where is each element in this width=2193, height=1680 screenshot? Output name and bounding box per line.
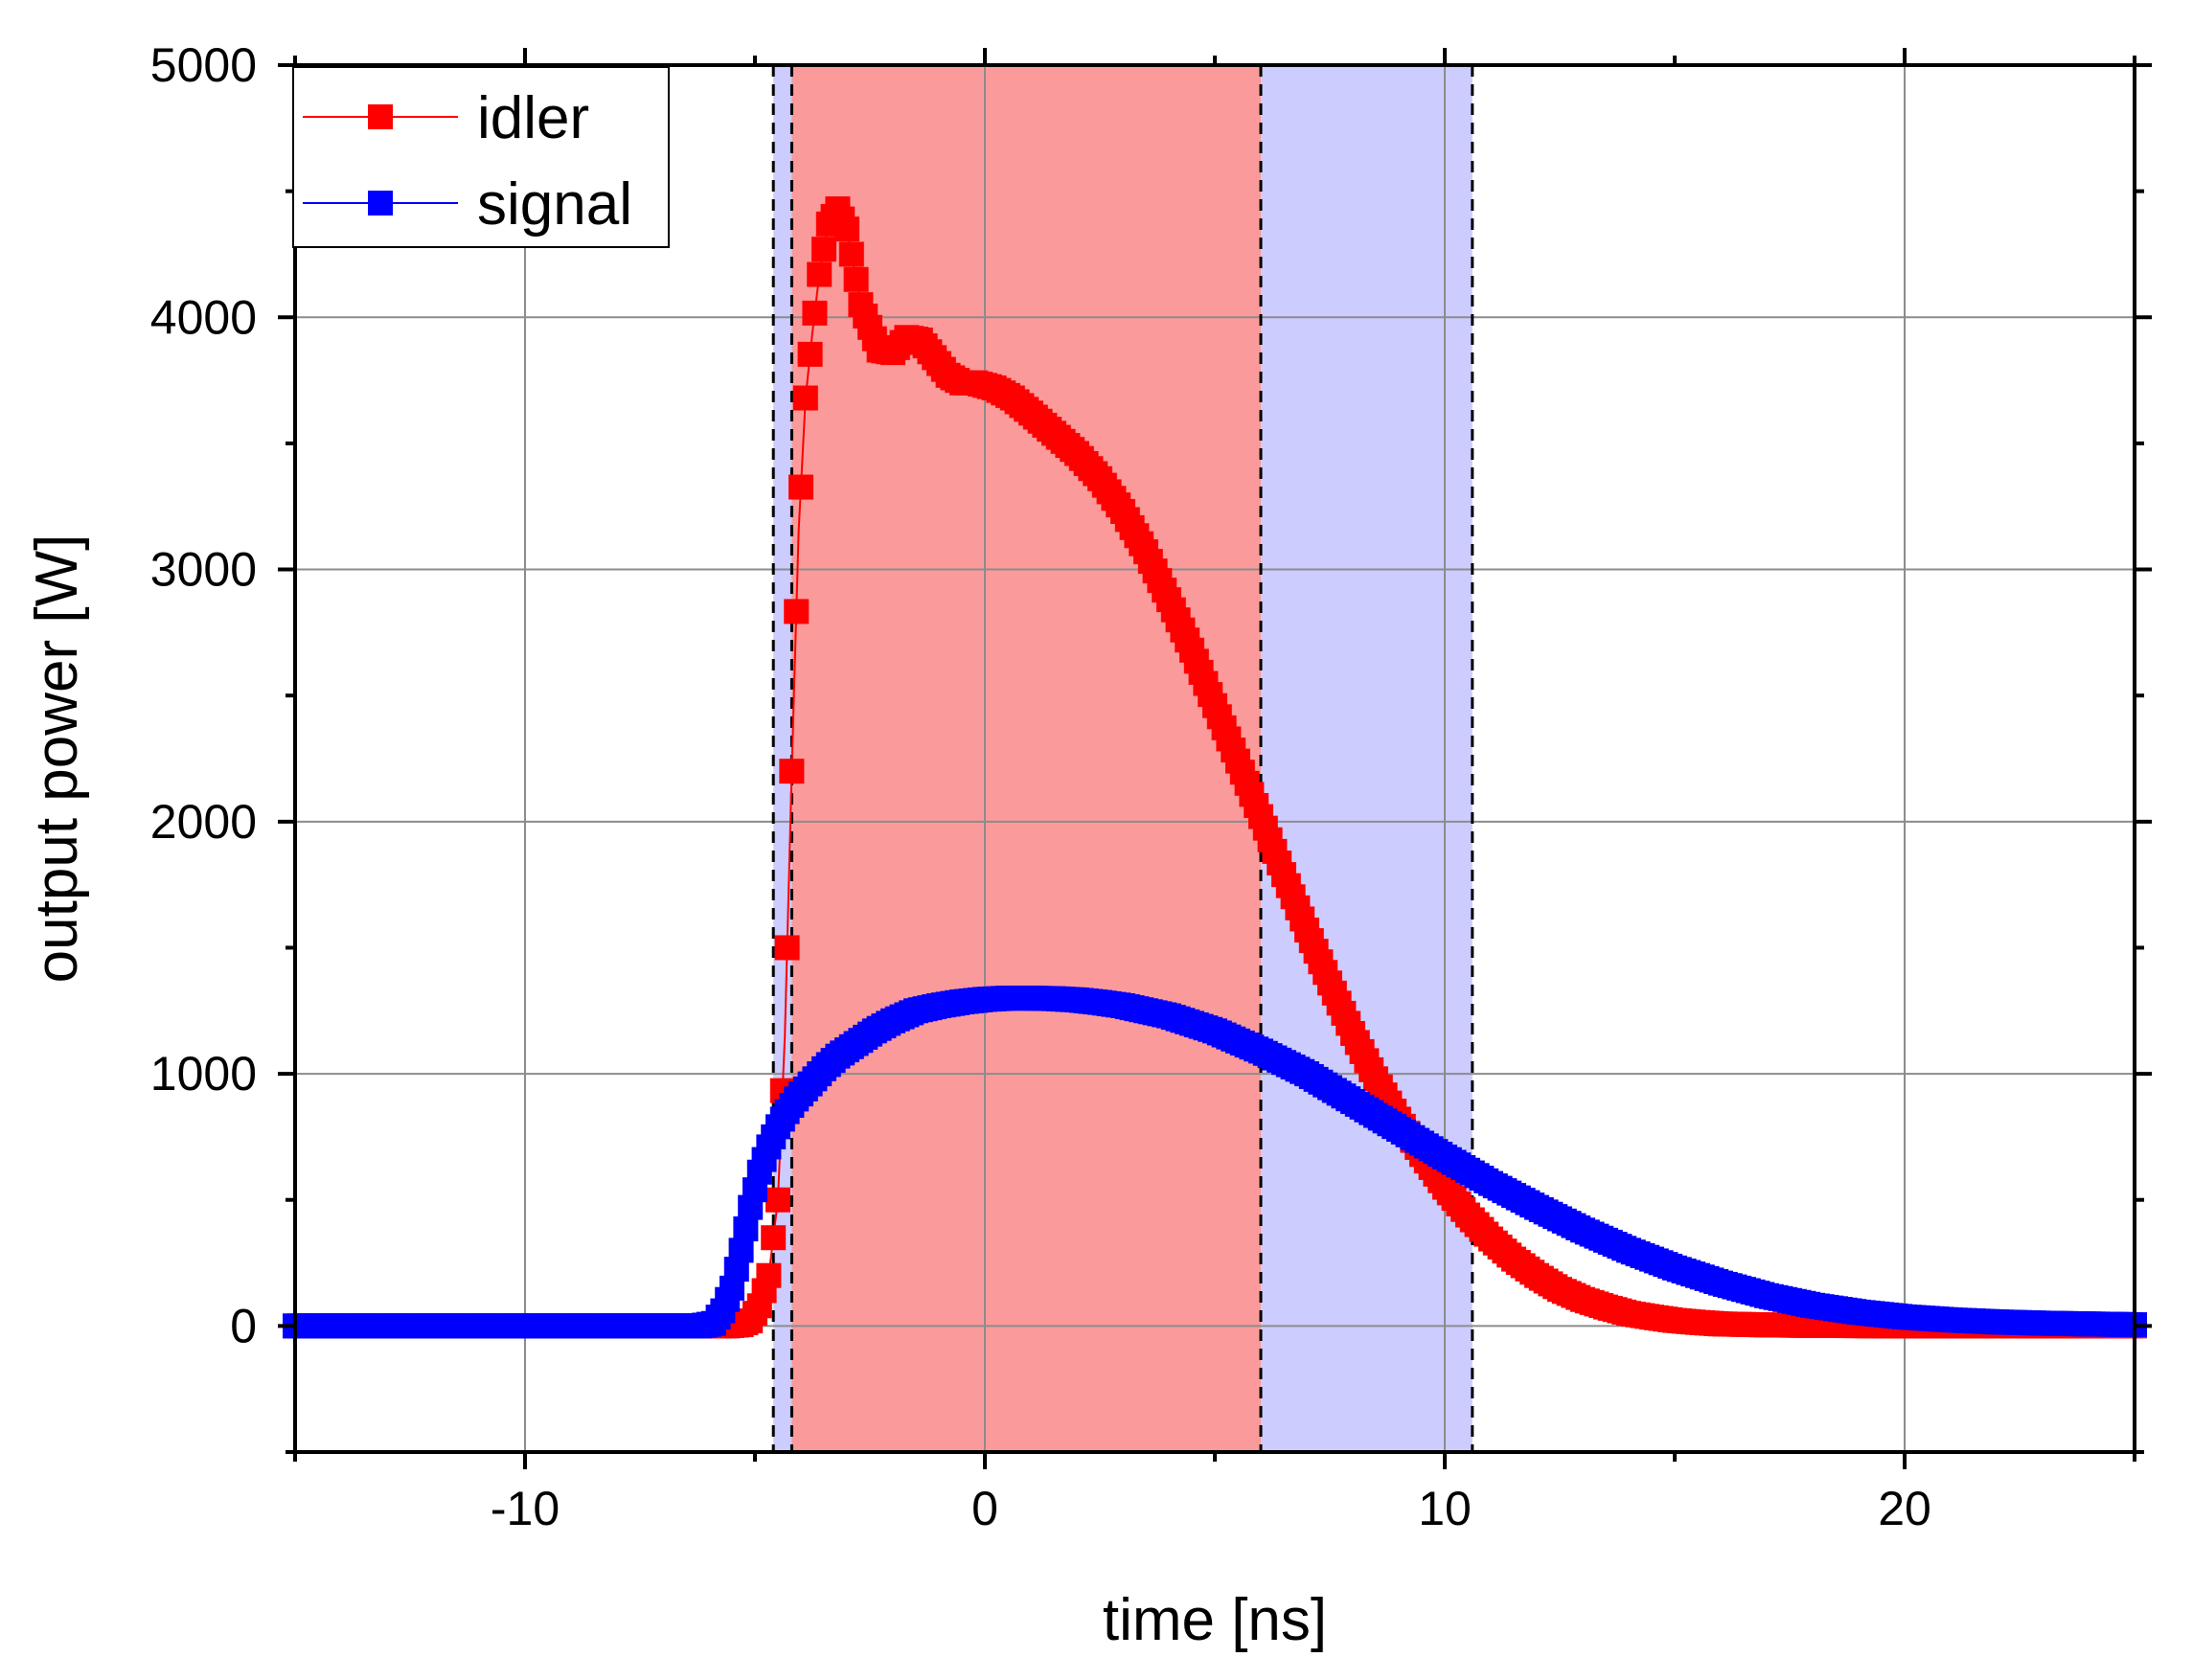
data-point-idler bbox=[838, 241, 864, 267]
data-point-idler bbox=[765, 1187, 790, 1213]
legend-idler-marker bbox=[368, 104, 393, 129]
data-point-idler bbox=[811, 237, 836, 262]
x-tick-label: 0 bbox=[971, 1482, 998, 1535]
y-tick-label: 3000 bbox=[150, 543, 257, 597]
data-point-idler bbox=[834, 216, 859, 242]
y-tick-label: 1000 bbox=[150, 1047, 257, 1101]
x-tick-label: 10 bbox=[1418, 1482, 1472, 1535]
data-point-idler bbox=[784, 599, 810, 624]
data-point-signal bbox=[728, 1237, 754, 1263]
data-point-idler bbox=[802, 300, 828, 326]
data-point-idler bbox=[797, 341, 823, 367]
x-axis-title: time [ns] bbox=[1103, 1587, 1327, 1653]
data-point-idler bbox=[779, 759, 805, 784]
x-tick-labels: -10 0 10 20 bbox=[491, 1482, 1931, 1535]
legend-entry-signal: signal bbox=[303, 171, 632, 238]
x-tick-label: -10 bbox=[491, 1482, 560, 1535]
data-point-idler bbox=[843, 266, 869, 292]
y-tick-label: 5000 bbox=[150, 38, 257, 92]
x-tick-label: 20 bbox=[1878, 1482, 1931, 1535]
legend-idler-label: idler bbox=[477, 85, 589, 151]
y-axis-title: output power [W] bbox=[24, 534, 90, 984]
data-point-idler bbox=[774, 935, 800, 961]
data-point-idler bbox=[792, 385, 818, 411]
legend-signal-label: signal bbox=[477, 171, 632, 238]
data-point-idler bbox=[756, 1262, 782, 1288]
legend: idler signal bbox=[292, 66, 670, 248]
series-signal bbox=[283, 986, 2147, 1339]
y-tick-labels: 0 1000 2000 3000 4000 5000 bbox=[150, 38, 257, 1352]
data-point-idler bbox=[761, 1225, 787, 1251]
data-point-idler bbox=[807, 261, 833, 287]
shaded-regions bbox=[773, 65, 1473, 1452]
legend-entry-idler: idler bbox=[303, 85, 589, 151]
y-tick-label: 2000 bbox=[150, 795, 257, 849]
y-tick-label: 4000 bbox=[150, 290, 257, 344]
legend-box bbox=[292, 66, 670, 248]
data-point-signal bbox=[733, 1216, 759, 1242]
legend-signal-marker bbox=[368, 191, 393, 216]
data-point-idler bbox=[788, 474, 813, 500]
y-tick-label: 0 bbox=[230, 1299, 257, 1352]
series-layer bbox=[283, 196, 2147, 1339]
